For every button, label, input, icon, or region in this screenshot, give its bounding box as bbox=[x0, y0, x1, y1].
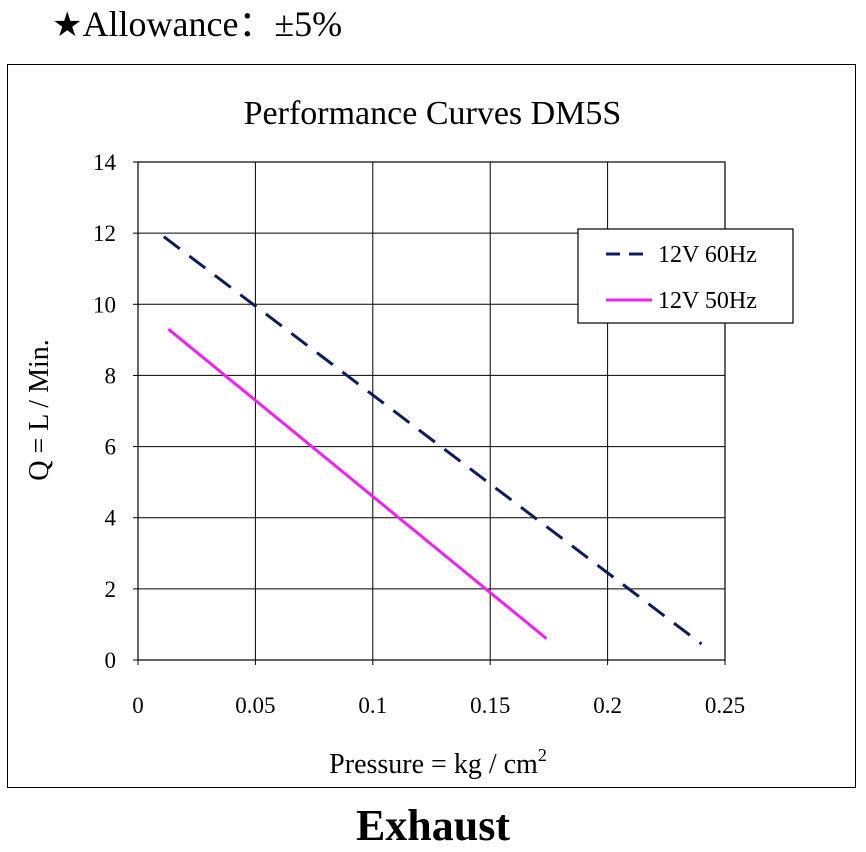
footer-label: Exhaust bbox=[355, 801, 511, 850]
y-tick-label: 8 bbox=[105, 363, 117, 388]
x-tick-label: 0 bbox=[132, 693, 144, 718]
y-tick-label: 12 bbox=[93, 221, 116, 246]
y-tick-label: 0 bbox=[105, 648, 117, 673]
legend-label: 12V 50Hz bbox=[658, 288, 757, 314]
x-tick-label: 0.1 bbox=[358, 693, 387, 718]
y-tick-label: 4 bbox=[105, 506, 117, 531]
allowance-note: ★Allowance：±5% bbox=[52, 2, 342, 48]
star-icon: ★ bbox=[52, 7, 83, 44]
plot-area bbox=[137, 161, 726, 661]
series-line-12v-50hz bbox=[167, 328, 548, 640]
y-tick-label: 10 bbox=[93, 292, 116, 317]
allowance-text: Allowance：±5% bbox=[82, 4, 343, 44]
y-tick-label: 6 bbox=[105, 435, 117, 460]
chart-frame bbox=[7, 64, 856, 788]
series-line-12v-60hz bbox=[162, 235, 703, 646]
y-axis-label: Q = L / Min. bbox=[24, 339, 55, 481]
x-tick-label: 0.15 bbox=[470, 693, 510, 718]
x-axis-label: Pressure = kg / cm2 bbox=[329, 745, 547, 780]
legend-box bbox=[577, 228, 794, 324]
legend-label: 12V 60Hz bbox=[658, 242, 757, 268]
y-tick-label: 2 bbox=[105, 577, 117, 602]
x-tick-label: 0.05 bbox=[235, 693, 275, 718]
x-tick-label: 0.25 bbox=[705, 693, 745, 718]
y-tick-label: 14 bbox=[93, 150, 117, 175]
x-axis-label-superscript: 2 bbox=[538, 745, 547, 765]
chart-title: Performance Curves DM5S bbox=[244, 95, 622, 132]
x-tick-label: 0.2 bbox=[593, 693, 622, 718]
